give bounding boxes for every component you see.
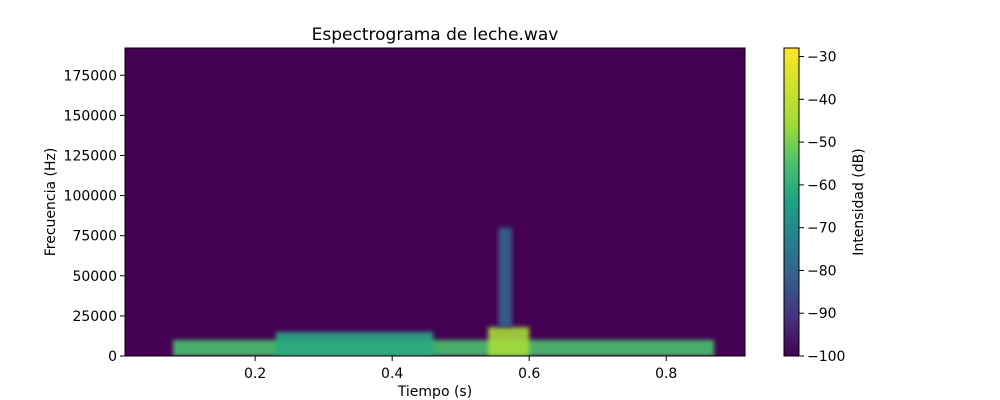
y-tick-label: 25000 [72,309,117,325]
x-tick-label: 0.2 [244,366,266,382]
x-tick-label: 0.8 [655,366,677,382]
y-tick-label: 100000 [64,189,117,205]
y-tick-label: 0 [108,349,117,365]
x-axis: 0.2 0.4 0.6 0.8 [244,356,677,382]
colorbar-tick-label: −70 [807,221,837,237]
x-tick-label: 0.4 [381,366,403,382]
colorbar-tick-label: −100 [807,349,845,365]
chart-title: Espectrograma de leche.wav [312,25,559,45]
y-axis-label: Frecuencia (Hz) [43,148,59,257]
energy-region [172,339,715,356]
colorbar-tick-label: −30 [807,50,837,66]
energy-region [275,331,434,356]
colorbar-tick-label: −40 [807,92,837,108]
y-tick-label: 175000 [64,68,117,84]
y-axis: 0 25000 50000 75000 100000 125000 150000 175000 [64,68,125,365]
colorbar-tick-label: −90 [807,306,837,322]
y-tick-label: 50000 [72,269,117,285]
energy-region [498,227,513,328]
colorbar-axis: −100 −90 −80 −70 −60 −50 −40 −30 [799,50,845,365]
x-axis-label: Tiempo (s) [397,384,472,400]
plot-area [125,48,745,356]
y-tick-label: 125000 [64,148,117,164]
plot-frame [124,47,746,357]
y-tick-label: 150000 [64,108,117,124]
y-tick-label: 75000 [72,229,117,245]
colorbar-tick-label: −50 [807,135,837,151]
colorbar-tick-label: −60 [807,178,837,194]
x-tick-label: 0.6 [518,366,540,382]
colorbar-tick-label: −80 [807,263,837,279]
energy-region [488,327,530,356]
colorbar-label: Intensidad (dB) [851,148,867,255]
spectrogram-heat [172,227,715,356]
colorbar [783,47,800,357]
